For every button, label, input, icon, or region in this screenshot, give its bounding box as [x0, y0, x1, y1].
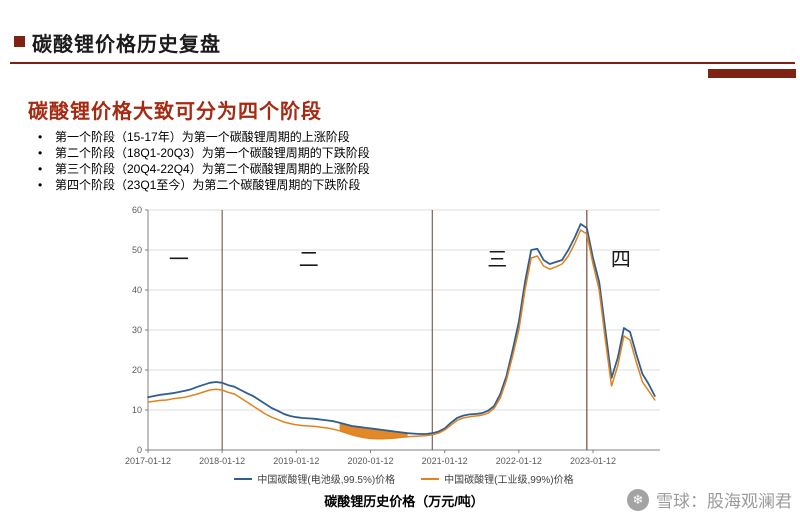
- y-tick-label: 30: [132, 325, 142, 335]
- x-tick-label: 2018-01-12: [199, 456, 245, 466]
- y-tick-label: 60: [132, 205, 142, 215]
- title-accent-square-icon: [14, 36, 25, 47]
- series-line-1: [147, 229, 656, 440]
- title-divider-block: [708, 69, 796, 78]
- page-title: 碳酸锂价格历史复盘: [32, 34, 221, 56]
- x-tick-label: 2019-01-12: [273, 456, 319, 466]
- legend-label-industrial: 中国碳酸锂(工业级,99%)价格: [444, 475, 574, 486]
- chart-caption: 碳酸锂历史价格（万元/吨）: [324, 494, 484, 509]
- stage-label: 三: [487, 249, 507, 271]
- legend-item-industrial-grade: 中国碳酸锂(工业级,99%)价格: [421, 471, 574, 486]
- x-tick-label: 2022-01-12: [496, 456, 542, 466]
- title-divider: [10, 62, 795, 64]
- stage-label: 四: [611, 249, 631, 271]
- chart-legend: 中国碳酸锂(电池级,99.5%)价格 中国碳酸锂(工业级,99%)价格: [148, 471, 660, 486]
- y-tick-label: 40: [132, 285, 142, 295]
- y-tick-label: 10: [132, 405, 142, 415]
- section-heading: 碳酸锂价格大致可分为四个阶段: [28, 101, 322, 123]
- y-tick-label: 20: [132, 365, 142, 375]
- legend-swatch-industrial-icon: [421, 477, 440, 480]
- legend-swatch-battery-icon: [234, 477, 253, 480]
- snowflake-logo-icon: ❄: [627, 488, 649, 511]
- watermark: ❄ 雪球：股海观澜君: [627, 487, 792, 512]
- y-tick-label: 50: [132, 245, 142, 255]
- x-tick-label: 2020-01-12: [347, 456, 393, 466]
- y-tick-label: 0: [137, 445, 142, 455]
- bullet-stage-3: 第三个阶段（20Q4-22Q4）为第二个碳酸锂周期的上涨阶段: [38, 161, 370, 177]
- legend-label-battery: 中国碳酸锂(电池级,99.5%)价格: [257, 475, 396, 486]
- watermark-text: 雪球：股海观澜君: [656, 492, 792, 511]
- stage-label: 一: [169, 249, 189, 271]
- x-tick-label: 2023-01-12: [570, 456, 616, 466]
- x-tick-label: 2021-01-12: [422, 456, 468, 466]
- bullet-stage-4: 第四个阶段（23Q1至今）为第二个碳酸锂周期的下跌阶段: [38, 177, 370, 193]
- stage-label: 二: [299, 249, 319, 271]
- series-line-0: [147, 223, 656, 435]
- legend-item-battery-grade: 中国碳酸锂(电池级,99.5%)价格: [234, 471, 395, 486]
- bullet-stage-1: 第一个阶段（15-17年）为第一个碳酸锂周期的上涨阶段: [38, 129, 370, 145]
- bullet-stage-2: 第二个阶段（18Q1-20Q3）为第一个碳酸锂周期的下跌阶段: [38, 145, 370, 161]
- stage-bullet-list: 第一个阶段（15-17年）为第一个碳酸锂周期的上涨阶段 第二个阶段（18Q1-2…: [38, 129, 370, 193]
- x-tick-label: 2017-01-12: [125, 456, 171, 466]
